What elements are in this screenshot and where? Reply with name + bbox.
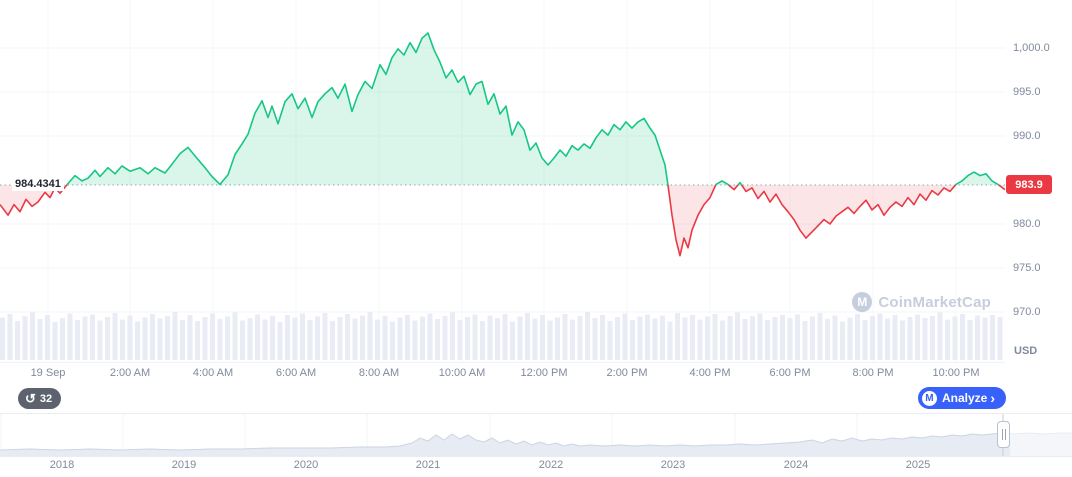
- price-tick-label: 990.0: [1013, 130, 1041, 142]
- year-tick-label: 2019: [171, 459, 197, 471]
- time-tick-label: 19 Sep: [30, 367, 66, 379]
- volume-bars: [0, 312, 1003, 360]
- time-tick-label: 10:00 PM: [932, 367, 980, 379]
- navigator-unselected-mask: [1010, 414, 1072, 456]
- price-tick-label: 1,000.0: [1013, 42, 1050, 54]
- price-tick-label: 980.0: [1013, 218, 1041, 230]
- time-tick-label: 10:00 AM: [438, 367, 486, 379]
- main-chart-plot[interactable]: 984.4341 M CoinMarketCap: [0, 0, 1005, 363]
- baseline-price-label: 984.4341: [12, 176, 64, 191]
- current-price-badge: 983.9: [1006, 175, 1052, 195]
- navigator-right-handle[interactable]: [997, 421, 1010, 448]
- time-tick-label: 8:00 AM: [358, 367, 400, 379]
- coinmarketcap-logo-icon-small: M: [921, 390, 937, 406]
- price-tick-label: 970.0: [1013, 306, 1041, 318]
- analyze-label: Analyze: [941, 391, 988, 405]
- year-tick-label: 2018: [49, 459, 75, 471]
- handle-grip-icon: [1004, 429, 1006, 440]
- year-tick-label: 2024: [783, 459, 809, 471]
- time-tick-label: 2:00 PM: [606, 367, 648, 379]
- watermark-text: CoinMarketCap: [878, 293, 991, 311]
- history-count: 32: [39, 392, 53, 405]
- price-chart-svg: [0, 32, 1005, 360]
- handle-grip-icon: [1001, 429, 1003, 440]
- coinmarketcap-watermark: M CoinMarketCap: [852, 292, 991, 312]
- time-tick-label: 4:00 PM: [689, 367, 731, 379]
- price-tick-label: 995.0: [1013, 86, 1041, 98]
- chevron-right-icon: ›: [990, 390, 995, 406]
- time-tick-label: 6:00 PM: [769, 367, 811, 379]
- year-tick-label: 2023: [660, 459, 686, 471]
- history-badge[interactable]: ↺ 32: [18, 388, 62, 409]
- time-tick-label: 8:00 PM: [852, 367, 894, 379]
- year-tick-label: 2021: [415, 459, 441, 471]
- analyze-button[interactable]: M Analyze ›: [917, 387, 1006, 409]
- coinmarketcap-logo-icon: M: [852, 292, 873, 312]
- price-tick-label: 975.0: [1013, 262, 1041, 274]
- time-tick-label: 12:00 PM: [520, 367, 568, 379]
- year-tick-label: 2022: [538, 459, 564, 471]
- year-axis: 2018 2019 2020 2021 2022 2023 2024 2025: [0, 459, 1072, 475]
- year-tick-label: 2020: [293, 459, 319, 471]
- range-navigator[interactable]: [0, 413, 1072, 457]
- time-tick-label: 2:00 AM: [109, 367, 151, 379]
- time-axis: 19 Sep 2:00 AM 4:00 AM 6:00 AM 8:00 AM 10:00 …: [0, 367, 1005, 383]
- time-tick-label: 4:00 AM: [192, 367, 234, 379]
- price-axis: 1,000.0 995.0 990.0 980.0 975.0 970.0: [1005, 0, 1072, 362]
- currency-label: USD: [1014, 345, 1038, 357]
- year-tick-label: 2025: [905, 459, 931, 471]
- history-clock-icon: ↺: [25, 391, 36, 406]
- time-tick-label: 6:00 AM: [275, 367, 317, 379]
- navigator-chart-svg: [0, 414, 1072, 456]
